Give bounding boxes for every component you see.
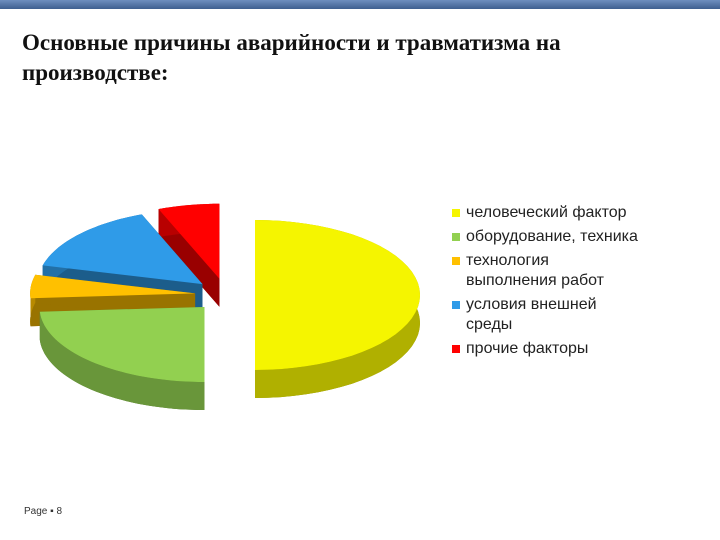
slice-top xyxy=(158,203,220,279)
legend-item: человеческий фактор xyxy=(452,203,642,223)
slice-top xyxy=(255,220,420,370)
legend-swatch xyxy=(452,345,460,353)
legend-item: условия внешней среды xyxy=(452,295,642,335)
slice-top xyxy=(39,307,205,382)
legend-item: технология выполнения работ xyxy=(452,251,642,291)
slice-top xyxy=(30,274,196,299)
legend-label: оборудование, техника xyxy=(466,228,638,245)
slice-side xyxy=(39,311,205,410)
legend-item: оборудование, техника xyxy=(452,227,642,247)
pie-slice xyxy=(255,220,420,398)
legend-label: технология выполнения работ xyxy=(466,252,604,289)
legend-swatch xyxy=(452,233,460,241)
legend-swatch xyxy=(452,209,460,217)
legend-swatch xyxy=(452,257,460,265)
pie-slice xyxy=(39,307,205,410)
legend-label: прочие факторы xyxy=(466,340,589,357)
top-bar xyxy=(0,0,720,9)
slide-title: Основные причины аварийности и травматиз… xyxy=(22,30,561,85)
page-footer: Page ▪ 8 xyxy=(24,506,63,517)
legend-item: прочие факторы xyxy=(452,339,642,359)
legend-swatch xyxy=(452,301,460,309)
pie-chart xyxy=(30,203,420,410)
legend: человеческий фактор оборудование, техника… xyxy=(452,203,642,363)
slice-top xyxy=(42,214,203,285)
legend-label: условия внешней среды xyxy=(466,296,597,333)
legend-label: человеческий фактор xyxy=(466,204,627,221)
